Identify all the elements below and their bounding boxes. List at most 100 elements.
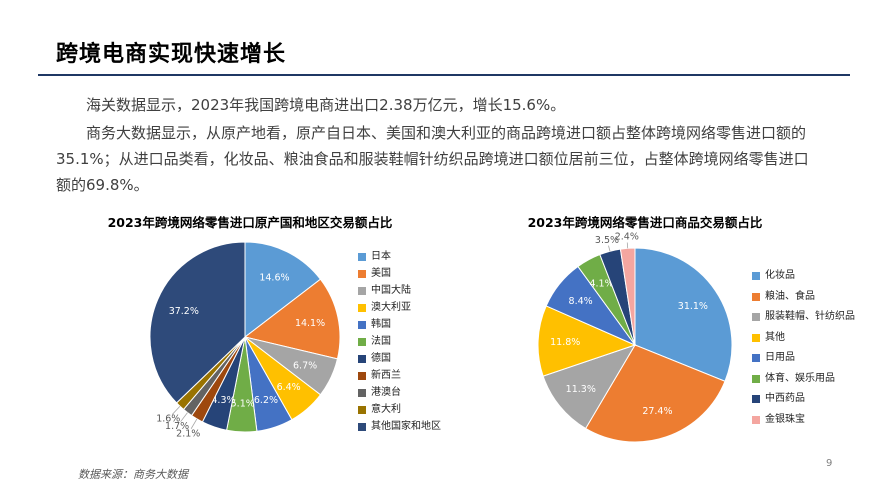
category-legend-swatch-6 [752,395,760,404]
origin-legend-label-8: 港澳台 [371,387,401,398]
category-legend-swatch-7 [752,415,760,424]
paragraph-customs: 海关数据显示，2023年我国跨境电商进出口2.38万亿元，增长15.6%。 [86,96,566,114]
category-legend-swatch-4 [752,354,760,363]
origin-legend-item-2: 中国大陆 [358,282,441,299]
origin-legend-label-5: 法国 [371,336,391,347]
origin-slice-1 [243,278,341,360]
data-source-note: 数据来源：商务大数据 [78,468,188,481]
origin-chart-legend: 日本美国中国大陆澳大利亚韩国法国德国新西兰港澳台意大利其他国家和地区 [358,248,441,435]
category-legend-label-3: 其他 [765,331,785,343]
origin-legend-swatch-7 [358,371,366,380]
origin-legend-label-0: 日本 [371,251,391,262]
origin-chart-title: 2023年跨境网络零售进口原产国和地区交易额占比 [107,215,393,230]
category-pie: 31.1% 27.4% 11.3% 11.8% 8.4% 4.1% 3.5%2.4% [537,232,733,443]
category-data-label-5: 4.1% [589,279,613,290]
origin-legend-item-4: 韩国 [358,316,441,333]
category-legend-label-6: 中西药品 [765,393,805,404]
category-legend-label-2: 服装鞋帽、针纺织品 [765,311,855,322]
origin-data-label-0: 14.6% [259,272,289,283]
category-leader-line-6 [608,245,611,252]
origin-legend-swatch-6 [358,354,366,363]
category-slice-1 [584,344,726,443]
slide-title: 跨境电商实现快速增长 [56,42,287,67]
origin-data-label-10: 37.2% [169,306,199,317]
origin-pie: 14.6% 14.1% 6.7% 6.4% 6.2%5.1%4.3% 2.1%1.7%1.… [149,241,341,440]
category-legend-swatch-0 [752,272,760,281]
origin-data-label-8: 1.7% [165,421,189,432]
category-data-label-6: 3.5% [595,235,619,246]
origin-legend-item-7: 新西兰 [358,367,441,384]
origin-legend-item-1: 美国 [358,265,441,282]
origin-leader-line-9 [171,405,181,415]
origin-legend-swatch-5 [358,337,366,346]
origin-legend-swatch-8 [358,388,366,397]
origin-legend-label-7: 新西兰 [371,370,401,381]
origin-legend-label-2: 中国大陆 [371,285,411,296]
category-legend-item-4: 日用品 [752,348,855,369]
category-data-label-2: 11.3% [566,384,596,395]
origin-legend-swatch-1 [358,269,366,278]
origin-legend-item-8: 港澳台 [358,384,441,401]
origin-legend-swatch-10 [358,422,366,431]
origin-data-label-2: 6.7% [293,361,317,372]
category-data-label-3: 11.8% [550,337,580,348]
category-slice-0 [634,247,733,382]
category-legend-item-6: 中西药品 [752,389,855,410]
category-legend-label-5: 体育、娱乐用品 [765,372,835,384]
origin-legend-item-5: 法国 [358,333,441,350]
origin-data-label-3: 6.4% [277,382,301,393]
origin-data-label-1: 14.1% [295,318,325,329]
category-legend-item-1: 粮油、食品 [752,287,855,308]
origin-slice-0 [244,241,322,339]
category-legend-item-0: 化妆品 [752,266,855,287]
category-legend-item-5: 体育、娱乐用品 [752,369,855,390]
origin-legend-item-0: 日本 [358,248,441,265]
category-legend-item-2: 服装鞋帽、针纺织品 [752,307,855,328]
origin-legend-item-6: 德国 [358,350,441,367]
category-legend-item-7: 金银珠宝 [752,410,855,431]
origin-data-label-6: 4.3% [211,395,235,406]
category-chart-legend: 化妆品粮油、食品服装鞋帽、针纺织品 其他日用品体育、娱乐用品 中西药品金银珠宝 [752,266,855,430]
origin-data-label-7: 2.1% [176,429,200,440]
category-data-label-0: 31.1% [678,301,708,312]
origin-legend-label-4: 韩国 [371,319,391,330]
category-slice-7 [619,247,636,346]
origin-legend-item-10: 其他国家和地区 [358,418,441,435]
origin-legend-label-6: 德国 [371,353,391,364]
category-data-label-7: 2.4% [615,232,639,243]
origin-legend-swatch-0 [358,252,366,261]
origin-leader-line-7 [190,418,198,429]
category-legend-swatch-1 [752,292,760,301]
origin-leader-line-8 [180,412,188,422]
category-legend-item-3: 其他 [752,328,855,349]
origin-legend-swatch-2 [358,286,366,295]
category-legend-label-7: 金银珠宝 [765,413,805,425]
category-chart-title: 2023年跨境网络零售进口商品交易额占比 [527,215,763,230]
origin-legend-item-3: 澳大利亚 [358,299,441,316]
origin-data-label-9: 1.6% [156,414,180,425]
category-data-label-4: 8.4% [569,296,593,307]
origin-legend-label-10: 其他国家和地区 [371,421,441,432]
origin-legend-label-3: 澳大利亚 [371,302,411,313]
category-slice-2 [542,344,637,430]
page-number: 9 [826,458,833,469]
origin-legend-item-9: 意大利 [358,401,441,418]
origin-legend-label-9: 意大利 [371,404,401,415]
category-legend-swatch-5 [752,374,760,383]
origin-data-label-5: 5.1% [231,398,255,409]
category-slice-3 [537,305,637,377]
category-data-label-1: 27.4% [642,406,672,417]
category-legend-swatch-2 [752,313,760,322]
category-legend-label-4: 日用品 [765,352,795,363]
category-legend-label-0: 化妆品 [765,270,795,281]
origin-slice-10 [149,241,246,404]
origin-legend-swatch-9 [358,405,366,414]
category-legend-label-1: 粮油、食品 [765,290,815,302]
origin-legend-swatch-4 [358,320,366,329]
category-legend-swatch-3 [752,333,760,342]
paragraph-commerce: 商务大数据显示，从原产地看，原产自日本、美国和澳大利亚的商品跨境进口额占整体跨境… [56,124,809,194]
origin-legend-label-1: 美国 [371,268,391,279]
title-divider [38,74,850,76]
origin-data-label-4: 6.2% [254,395,278,406]
